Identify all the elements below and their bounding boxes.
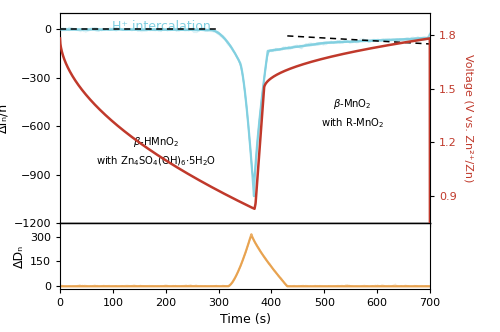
Y-axis label: Voltage (V vs. Zn²⁺/Zn): Voltage (V vs. Zn²⁺/Zn)	[464, 54, 473, 183]
X-axis label: Time (s): Time (s)	[220, 313, 270, 326]
Text: H⁺ intercalation: H⁺ intercalation	[112, 20, 210, 33]
Y-axis label: Δfₙ/n: Δfₙ/n	[0, 103, 10, 133]
Y-axis label: ΔDₙ: ΔDₙ	[13, 244, 26, 268]
Text: $\beta$-HMnO$_2$
with Zn$_4$SO$_4$(OH)$_6$$\cdot$5H$_2$O: $\beta$-HMnO$_2$ with Zn$_4$SO$_4$(OH)$_…	[96, 135, 216, 168]
Text: $\beta$-MnO$_2$
with R-MnO$_2$: $\beta$-MnO$_2$ with R-MnO$_2$	[320, 97, 384, 130]
